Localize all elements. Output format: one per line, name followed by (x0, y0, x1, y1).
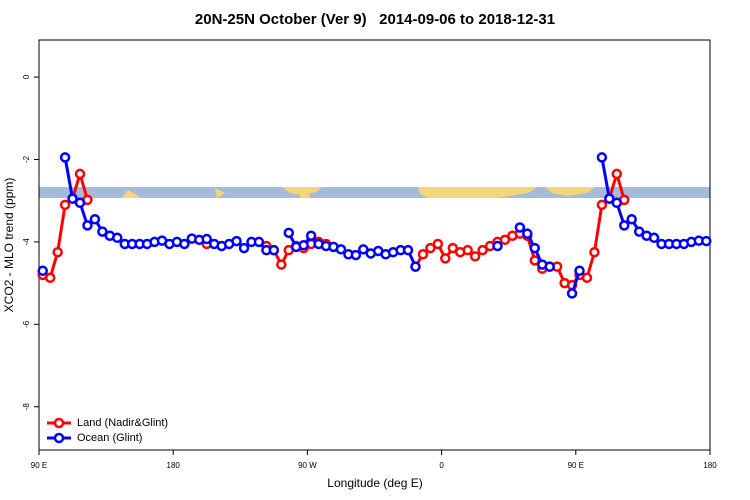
y-tick-label: -4 (22, 238, 31, 246)
data-point (59, 152, 71, 163)
x-tick-label: 180 (703, 461, 717, 470)
data-point (82, 220, 93, 231)
data-point (417, 249, 429, 260)
data-point (335, 244, 347, 255)
data-point (268, 244, 280, 256)
data-point (522, 228, 533, 239)
x-tick-label: 90 W (298, 461, 317, 470)
data-point (201, 233, 212, 245)
y-tick-label: -8 (22, 403, 31, 411)
data-point (648, 232, 660, 244)
data-point (633, 226, 645, 237)
y-tick-label: -6 (22, 320, 31, 328)
y-tick-label: -2 (22, 155, 31, 163)
data-point (358, 244, 369, 255)
y-axis-label: XCO2 - MLO trend (ppm) (2, 178, 16, 313)
data-point (574, 265, 585, 277)
data-point (74, 197, 86, 209)
data-point (611, 168, 623, 180)
data-point (298, 239, 309, 251)
data-point (469, 251, 481, 262)
data-point (44, 272, 56, 284)
data-point (283, 227, 295, 239)
data-point (179, 238, 190, 250)
data-point (402, 244, 414, 256)
data-point (74, 168, 86, 180)
data-point (112, 232, 123, 244)
data-point (410, 261, 421, 272)
map-strip (39, 187, 710, 198)
chart-title: 20N-25N October (Ver 9) 2014-09-06 to 20… (195, 11, 555, 28)
data-point (596, 199, 608, 211)
data-point (447, 242, 459, 254)
x-axis-label: Longitude (deg E) (327, 476, 422, 490)
data-point (52, 246, 63, 258)
plot-frame (38, 39, 711, 451)
data-point (626, 213, 637, 225)
y-tick-label: 0 (22, 74, 31, 79)
data-point (596, 152, 608, 163)
x-tick-label: 90 E (568, 461, 584, 470)
data-point (231, 235, 242, 247)
data-point (276, 259, 287, 270)
data-point (581, 272, 593, 284)
data-point (425, 242, 436, 254)
data-point (492, 240, 503, 252)
data-point (238, 242, 250, 254)
data-point (619, 220, 630, 231)
data-point (432, 238, 444, 250)
data-point (89, 213, 101, 225)
legend-swatch-point (53, 432, 65, 444)
data-point (37, 265, 48, 277)
legend-label: Ocean (Glint) (77, 432, 142, 444)
data-point (462, 244, 473, 256)
data-point (305, 230, 317, 241)
x-tick-label: 180 (167, 461, 181, 470)
data-point (514, 222, 526, 233)
x-tick-label: 0 (439, 461, 444, 470)
data-point (566, 288, 578, 299)
data-point (544, 261, 555, 272)
data-point (529, 242, 541, 254)
data-point (499, 234, 511, 246)
data-point (589, 246, 600, 258)
legend-label: Land (Nadir&Glint) (77, 417, 168, 429)
data-point (97, 226, 108, 237)
data-point (67, 193, 78, 204)
data-point (253, 236, 265, 248)
data-point (440, 253, 451, 264)
data-point (477, 244, 488, 256)
data-point (604, 193, 615, 204)
data-point (701, 235, 712, 247)
legend-swatch-point (53, 417, 65, 429)
data-point (59, 199, 71, 211)
data-point (611, 197, 623, 209)
data-point (350, 249, 362, 261)
x-tick-label: 90 E (31, 461, 47, 470)
